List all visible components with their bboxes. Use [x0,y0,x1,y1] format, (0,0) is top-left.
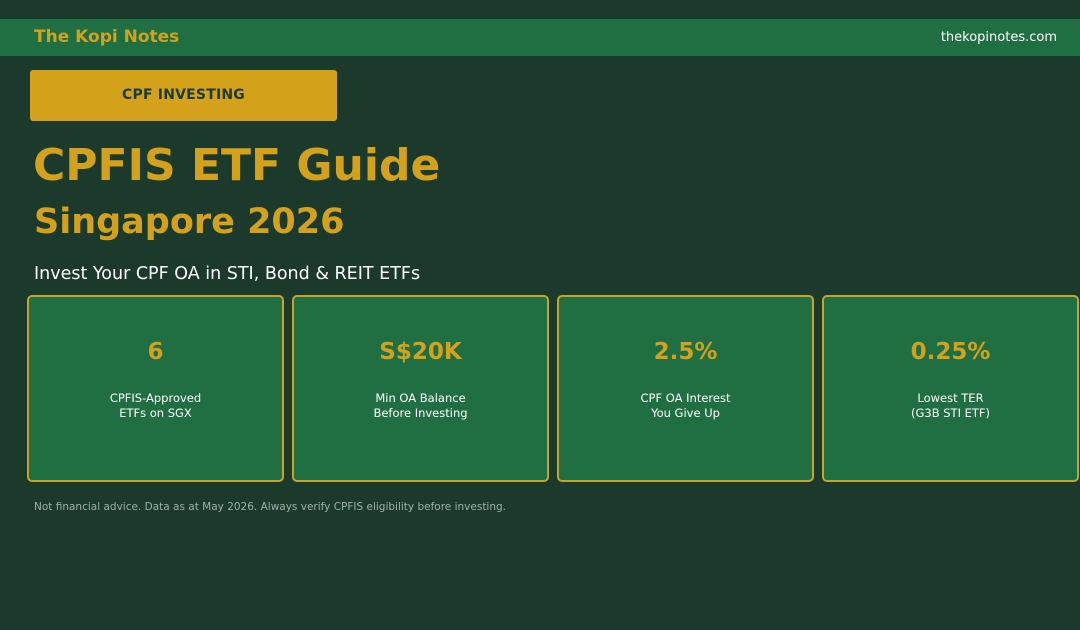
stat-label-line: Lowest TER [917,391,984,405]
stat-label: CPF OA Interest You Give Up [559,391,812,421]
stat-label-line: You Give Up [651,406,720,420]
brand-name[interactable]: The Kopi Notes [34,27,180,47]
stat-label-line: Min OA Balance [375,391,466,405]
stat-label-line: Before Investing [373,406,468,420]
stat-label-line: (G3B STI ETF) [910,406,991,420]
stat-value: S$20K [379,339,462,365]
tagline: Invest Your CPF OA in STI, Bond & REIT E… [34,264,421,284]
site-url[interactable]: thekopinotes.com [940,30,1057,45]
stat-card-oa-interest: 2.5% CPF OA Interest You Give Up [557,295,814,482]
stat-label: CPFIS-Approved ETFs on SGX [29,391,282,421]
stats-row: 6 CPFIS-Approved ETFs on SGX S$20K Min O… [27,295,1079,482]
stat-label: Min OA Balance Before Investing [294,391,547,421]
stat-label-line: CPFIS-Approved [109,391,202,405]
page-subtitle: Singapore 2026 [34,202,345,242]
stat-value: 6 [147,339,164,365]
top-bar: The Kopi Notes thekopinotes.com [0,19,1080,56]
stat-card-lowest-ter: 0.25% Lowest TER (G3B STI ETF) [822,295,1079,482]
stat-label-line: CPF OA Interest [640,391,731,405]
page-title: CPFIS ETF Guide [33,140,441,191]
disclaimer: Not financial advice. Data as at May 202… [34,501,507,513]
category-badge: CPF INVESTING [30,70,337,121]
stat-label: Lowest TER (G3B STI ETF) [824,391,1077,421]
stat-value: 2.5% [653,339,718,365]
stat-card-min-balance: S$20K Min OA Balance Before Investing [292,295,549,482]
stat-value: 0.25% [910,339,991,365]
stat-card-etf-count: 6 CPFIS-Approved ETFs on SGX [27,295,284,482]
stat-label-line: ETFs on SGX [119,406,192,420]
